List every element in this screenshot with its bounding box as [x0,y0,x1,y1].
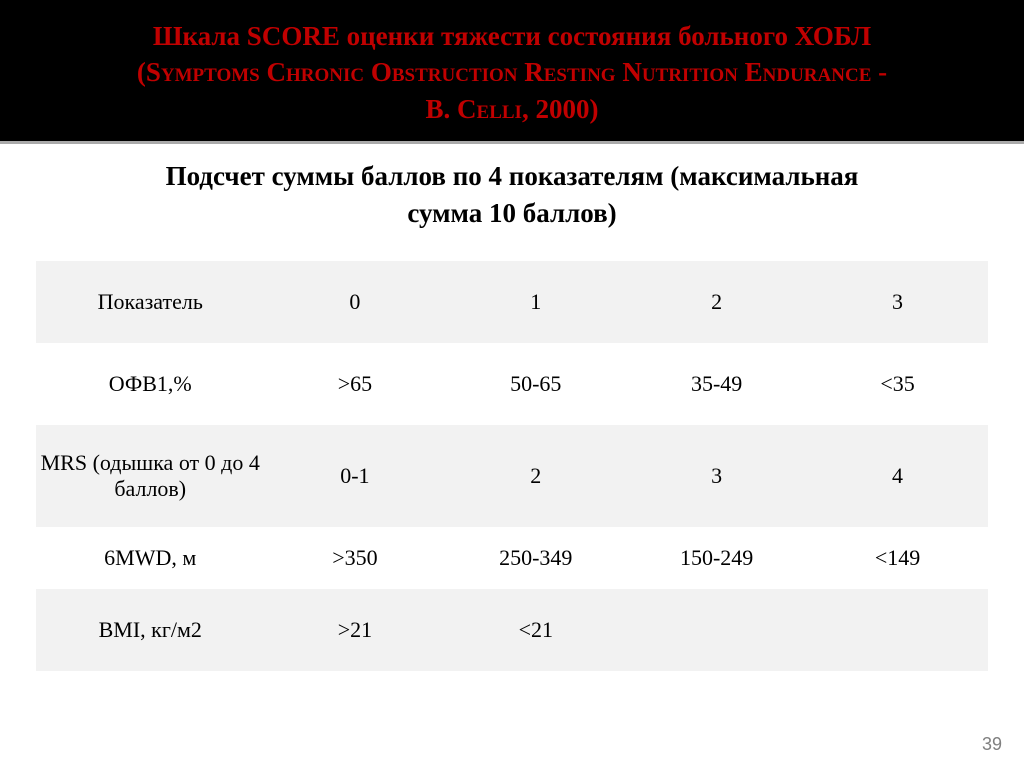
score-table: Показатель 0 1 2 3 ОФВ1,% >65 50-65 35-4… [36,261,988,671]
table-cell: ОФВ1,% [36,343,264,425]
table-cell: 4 [807,425,988,527]
table-cell: <149 [807,527,988,589]
table-cell [626,589,807,671]
title-line-2: (Symptoms Chronic Obstruction Resting Nu… [30,54,994,90]
table-cell: 1 [445,261,626,343]
table-cell: <21 [445,589,626,671]
table-cell: BMI, кг/м2 [36,589,264,671]
title-line-3: B. Celli, 2000) [30,91,994,127]
slide-subtitle: Подсчет суммы баллов по 4 показателям (м… [0,144,1024,237]
table-row: 6MWD, м >350 250-349 150-249 <149 [36,527,988,589]
score-table-container: Показатель 0 1 2 3 ОФВ1,% >65 50-65 35-4… [0,237,1024,671]
table-row: MRS (одышка от 0 до 4 баллов) 0-1 2 3 4 [36,425,988,527]
subtitle-line-2: сумма 10 баллов) [30,195,994,231]
table-cell [807,589,988,671]
table-cell: 0-1 [264,425,445,527]
table-cell: >65 [264,343,445,425]
table-cell: MRS (одышка от 0 до 4 баллов) [36,425,264,527]
title-line-1: Шкала SCORE оценки тяжести состояния бол… [30,18,994,54]
table-cell: 3 [807,261,988,343]
subtitle-line-1: Подсчет суммы баллов по 4 показателям (м… [30,158,994,194]
table-row: BMI, кг/м2 >21 <21 [36,589,988,671]
table-cell: 0 [264,261,445,343]
table-cell: <35 [807,343,988,425]
table-cell: 250-349 [445,527,626,589]
page-number: 39 [982,734,1002,755]
table-cell: 35-49 [626,343,807,425]
table-row: ОФВ1,% >65 50-65 35-49 <35 [36,343,988,425]
table-cell: >21 [264,589,445,671]
table-cell: 2 [445,425,626,527]
table-cell: 150-249 [626,527,807,589]
slide-title-bar: Шкала SCORE оценки тяжести состояния бол… [0,0,1024,144]
table-cell: >350 [264,527,445,589]
table-cell: 3 [626,425,807,527]
table-cell: 50-65 [445,343,626,425]
table-row: Показатель 0 1 2 3 [36,261,988,343]
table-cell: 2 [626,261,807,343]
table-cell: 6MWD, м [36,527,264,589]
table-cell: Показатель [36,261,264,343]
